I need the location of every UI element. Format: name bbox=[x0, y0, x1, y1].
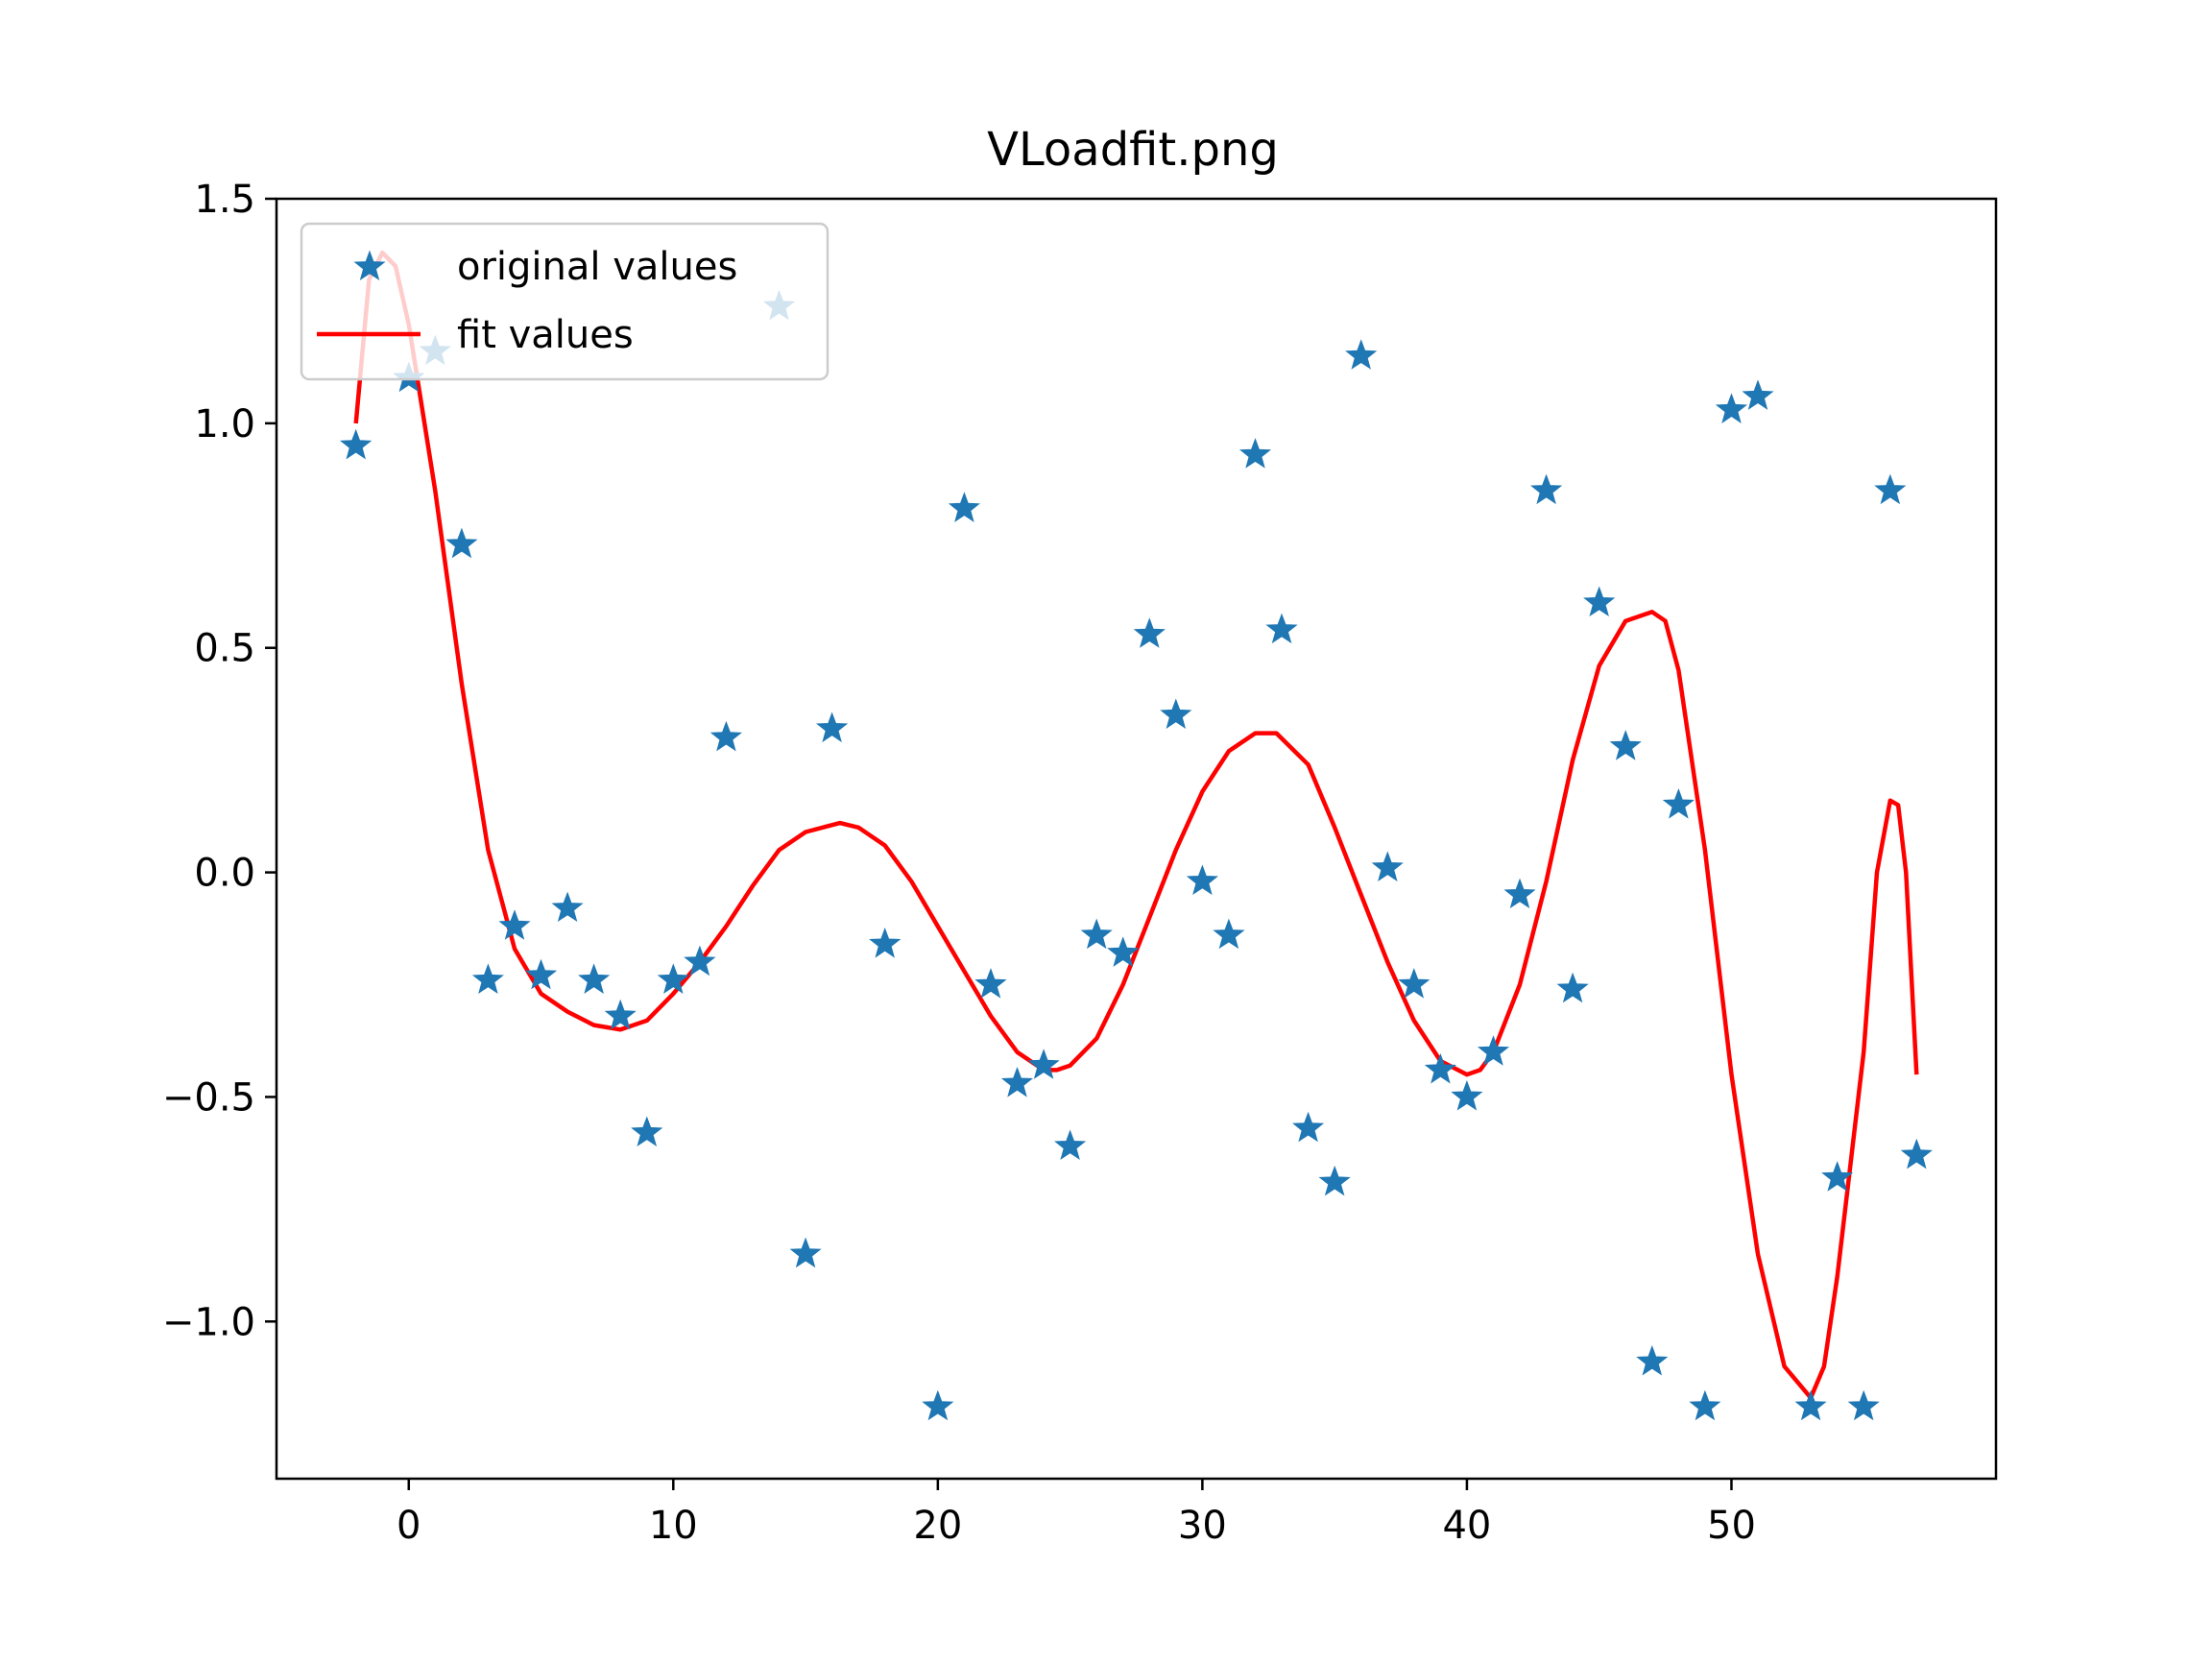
original-value-point bbox=[1609, 730, 1642, 760]
y-axis: −1.0 −0.5 0.0 0.5 1.0 1.5 bbox=[162, 178, 276, 1344]
original-value-point bbox=[1821, 1161, 1854, 1192]
original-value-point bbox=[816, 711, 849, 743]
original-value-point bbox=[684, 945, 716, 977]
original-value-point bbox=[789, 1237, 822, 1268]
original-value-point bbox=[1107, 936, 1140, 967]
original-value-point bbox=[1477, 1035, 1510, 1066]
original-value-point bbox=[657, 963, 689, 994]
original-value-point bbox=[1742, 379, 1774, 410]
x-tick-label: 30 bbox=[1178, 1504, 1227, 1548]
chart-title: VLoadfit.png bbox=[987, 123, 1279, 177]
y-tick-label: −0.5 bbox=[162, 1075, 255, 1120]
y-tick-label: 0.5 bbox=[194, 627, 255, 671]
original-value-point bbox=[1265, 613, 1298, 644]
original-value-point bbox=[869, 927, 902, 958]
x-tick-label: 20 bbox=[913, 1504, 962, 1548]
x-axis: 0 10 20 30 40 50 bbox=[397, 1479, 1756, 1548]
x-tick-label: 0 bbox=[397, 1504, 421, 1548]
original-value-point bbox=[1794, 1389, 1827, 1421]
original-value-point bbox=[1398, 968, 1431, 999]
original-value-point bbox=[922, 1389, 954, 1421]
legend-star-marker bbox=[353, 250, 386, 281]
original-value-point bbox=[1345, 339, 1378, 370]
original-value-point bbox=[1133, 617, 1166, 648]
x-tick-label: 40 bbox=[1442, 1504, 1491, 1548]
original-value-point bbox=[948, 492, 980, 522]
original-value-point bbox=[604, 999, 637, 1030]
original-value-point bbox=[1583, 586, 1616, 617]
original-value-point bbox=[498, 909, 531, 940]
original-value-point bbox=[551, 891, 584, 923]
original-value-point bbox=[631, 1116, 663, 1146]
original-value-point bbox=[1556, 972, 1589, 1003]
original-value-point bbox=[1424, 1052, 1456, 1084]
legend-label-fit: fit values bbox=[457, 313, 634, 357]
original-value-point bbox=[1318, 1165, 1351, 1196]
original-value-point bbox=[1000, 1066, 1034, 1097]
original-value-point bbox=[1715, 393, 1748, 423]
original-value-point bbox=[1160, 698, 1192, 729]
original-value-point bbox=[1451, 1079, 1483, 1111]
plot-frame bbox=[275, 197, 1998, 1481]
original-value-point bbox=[1371, 851, 1404, 881]
original-value-point bbox=[524, 958, 558, 990]
y-tick-label: 0.0 bbox=[194, 852, 255, 896]
original-value-point bbox=[1874, 473, 1907, 505]
x-tick-label: 10 bbox=[649, 1504, 698, 1548]
original-value-point bbox=[1503, 878, 1536, 909]
original-value-point bbox=[1213, 918, 1245, 950]
fit-values-line bbox=[353, 250, 1919, 1401]
y-tick-label: −1.0 bbox=[162, 1300, 255, 1344]
original-value-point bbox=[340, 428, 373, 460]
original-value-point bbox=[1636, 1344, 1669, 1376]
original-value-point bbox=[1530, 473, 1563, 505]
original-value-point bbox=[1027, 1049, 1060, 1079]
original-value-point bbox=[1238, 438, 1272, 469]
y-tick-label: 1.5 bbox=[194, 178, 255, 222]
legend-label-original: original values bbox=[457, 245, 737, 289]
original-value-point bbox=[1900, 1138, 1933, 1170]
original-value-point bbox=[974, 968, 1007, 999]
original-value-point bbox=[578, 963, 611, 994]
original-value-point bbox=[1080, 918, 1113, 950]
original-value-point bbox=[1186, 864, 1218, 896]
original-value-point bbox=[471, 963, 504, 994]
original-value-point bbox=[1662, 787, 1695, 819]
original-value-point bbox=[1054, 1129, 1087, 1160]
legend-box bbox=[300, 222, 830, 381]
original-value-point bbox=[445, 527, 478, 559]
original-value-point bbox=[1292, 1111, 1325, 1143]
original-value-point bbox=[1689, 1389, 1721, 1421]
legend: original values fit values bbox=[300, 222, 830, 381]
x-tick-label: 50 bbox=[1707, 1504, 1756, 1548]
original-value-point bbox=[709, 720, 742, 752]
original-value-point bbox=[1847, 1389, 1880, 1421]
y-tick-label: 1.0 bbox=[194, 402, 255, 446]
